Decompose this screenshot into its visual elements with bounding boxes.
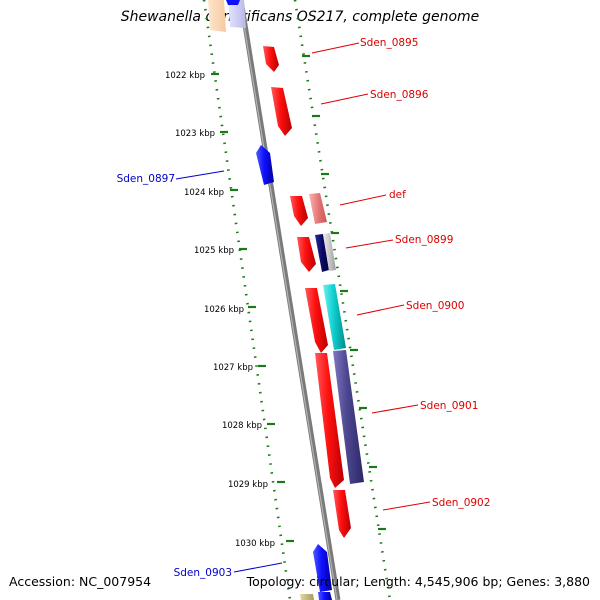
gene-label-sden-0901[interactable]: Sden_0901 xyxy=(420,400,478,412)
gene-arrow-partial-bottom[interactable] xyxy=(318,592,332,600)
gene-arrow-sden-0899[interactable] xyxy=(297,237,316,272)
gene-box-sden-0900-cog[interactable] xyxy=(323,284,346,350)
ruler-tick-label: 1022 kbp xyxy=(165,71,205,81)
accession-text: Accession: NC_007954 xyxy=(9,574,152,589)
gene-label-sden-0896[interactable]: Sden_0896 xyxy=(370,89,429,101)
gene-arrow-sden-0896[interactable] xyxy=(271,87,292,136)
gene-box-def-cog[interactable] xyxy=(309,193,327,224)
ruler-tick-label: 1029 kbp xyxy=(228,480,268,490)
ruler-track xyxy=(202,0,292,600)
leader-sden-0899 xyxy=(345,239,394,249)
leader-def xyxy=(339,194,387,206)
gene-label-sden-0897[interactable]: Sden_0897 xyxy=(117,173,175,185)
ruler-tick-marks xyxy=(211,54,386,543)
feature-partial-top-2[interactable] xyxy=(228,0,246,28)
ruler-tick-label: 1025 kbp xyxy=(194,246,234,256)
gene-box-sden-0899-cog-b[interactable] xyxy=(323,233,336,271)
ruler-tick-label: 1024 kbp xyxy=(184,188,224,198)
gene-label-sden-0895[interactable]: Sden_0895 xyxy=(360,37,418,49)
gene-label-sden-0900[interactable]: Sden_0900 xyxy=(406,300,464,312)
leader-sden-0903 xyxy=(233,562,283,573)
genome-backbone-highlight xyxy=(239,0,338,600)
gene-arrow-sden-0900[interactable] xyxy=(305,288,328,353)
genome-backbone xyxy=(238,0,341,600)
feature-partial-bottom-olive[interactable] xyxy=(300,594,314,600)
leader-sden-0902 xyxy=(382,501,431,511)
leader-sden-0897 xyxy=(175,170,225,180)
leader-sden-0896 xyxy=(320,93,369,105)
gene-arrow-sden-0902[interactable] xyxy=(333,490,351,538)
gene-label-sden-0903[interactable]: Sden_0903 xyxy=(174,567,232,579)
gene-label-def[interactable]: def xyxy=(389,189,406,201)
ruler-labels: 1022 kbp 1023 kbp 1024 kbp 1025 kbp 1026… xyxy=(165,71,275,549)
ruler-tick-label: 1030 kbp xyxy=(235,539,275,549)
feature-partial-top-3[interactable] xyxy=(226,0,240,5)
gene-arrow-sden-0897[interactable] xyxy=(256,145,274,185)
topology-text: Topology: circular; Length: 4,545,906 bp… xyxy=(246,574,590,589)
gene-label-sden-0899[interactable]: Sden_0899 xyxy=(395,234,453,246)
ruler-tick-label: 1026 kbp xyxy=(204,305,244,315)
gene-box-sden-0901-cog[interactable] xyxy=(333,350,364,484)
ruler-tick-label: 1023 kbp xyxy=(175,129,215,139)
ruler-tick-label: 1028 kbp xyxy=(222,421,262,431)
gene-arrow-sden-0901[interactable] xyxy=(315,353,344,488)
feature-partial-top-1[interactable] xyxy=(208,0,226,32)
gene-labels: Sden_0895 Sden_0896 Sden_0897 def Sden_0… xyxy=(117,37,491,579)
leader-sden-0901 xyxy=(371,404,419,414)
gene-label-sden-0902[interactable]: Sden_0902 xyxy=(432,497,490,509)
label-leaders xyxy=(175,42,431,573)
leader-sden-0900 xyxy=(356,304,405,316)
gene-arrow-def[interactable] xyxy=(290,196,308,226)
gene-arrow-sden-0903[interactable] xyxy=(313,544,332,592)
gene-box-sden-0899-cog-a[interactable] xyxy=(315,234,329,272)
gene-arrow-sden-0895[interactable] xyxy=(263,46,279,72)
ruler-tick-label: 1027 kbp xyxy=(213,363,253,373)
leader-sden-0895 xyxy=(311,42,360,54)
